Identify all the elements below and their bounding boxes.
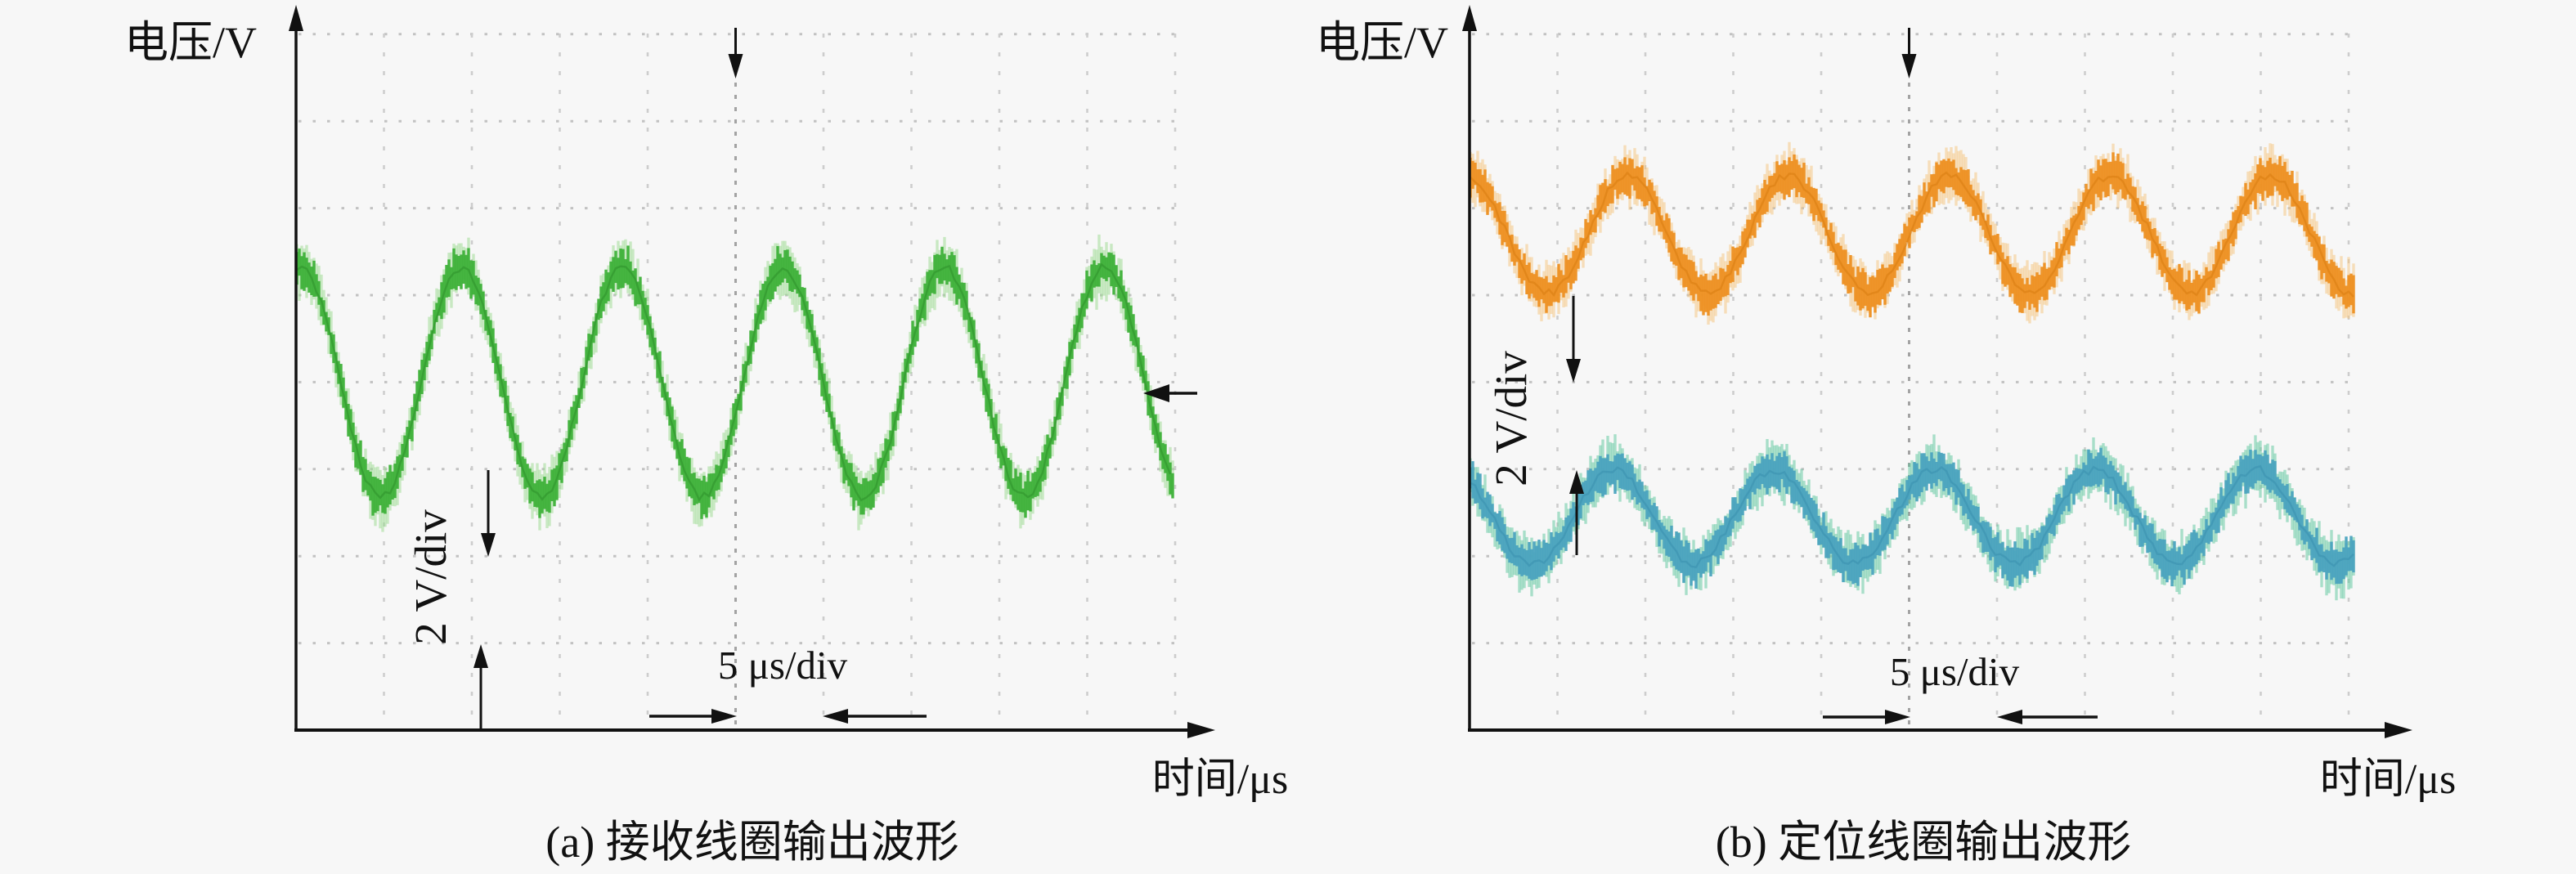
x-axis-title: 时间/μs — [2320, 756, 2457, 803]
panel-b-caption: (b) 定位线圈输出波形 — [1716, 818, 2131, 867]
v-scale-label: 2 V/div — [1486, 351, 1536, 486]
y-axis-title: 电压/V — [124, 18, 257, 67]
y-axis-arrowhead-icon — [1462, 5, 1477, 31]
trigger-marker-icon — [728, 28, 743, 78]
v-scale-arrow-down-icon — [1566, 296, 1581, 383]
y-axis-arrowhead-icon — [289, 5, 303, 31]
panel-a: 电压/V 时间/μs 2 V/div 5 μs/div (a) 接收线圈输出波形 — [124, 5, 1288, 867]
v-scale-arrow-up-icon — [473, 644, 488, 729]
grid — [1472, 33, 2350, 728]
panel-b: 电压/V 时间/μs 2 V/div 5 μs/div (b) 定位线圈输出波形 — [1316, 5, 2456, 867]
v-scale-label: 2 V/div — [406, 509, 456, 645]
x-axis-arrowhead-icon — [2385, 722, 2412, 738]
h-scale-arrow-left-icon — [823, 709, 927, 724]
h-scale-label: 5 μs/div — [718, 643, 848, 688]
x-axis-arrowhead-icon — [1187, 722, 1215, 738]
waveforms — [295, 234, 1174, 532]
h-scale-label: 5 μs/div — [1890, 649, 2020, 694]
y-axis-title: 电压/V — [1316, 18, 1448, 67]
h-scale-arrow-left-icon — [1997, 710, 2098, 724]
v-scale-arrow-up-icon — [1569, 470, 1584, 555]
waveforms — [1469, 141, 2355, 601]
h-scale-arrow-right-icon — [649, 709, 737, 724]
panel-a-caption: (a) 接收线圈输出波形 — [545, 818, 958, 867]
h-scale-arrow-right-icon — [1823, 710, 1910, 724]
level-marker-icon — [1143, 384, 1197, 402]
x-axis-title: 时间/μs — [1152, 756, 1289, 803]
v-scale-arrow-down-icon — [481, 470, 496, 557]
trigger-marker-icon — [1901, 28, 1917, 78]
